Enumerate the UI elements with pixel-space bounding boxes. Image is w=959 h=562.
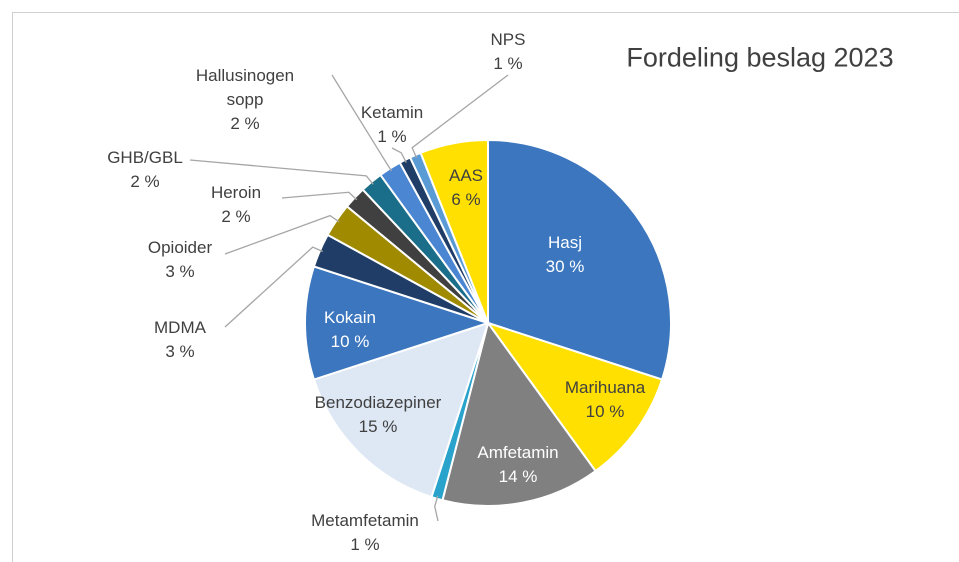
label-name: Hasj: [547, 233, 582, 252]
label-name: AAS: [448, 166, 484, 185]
pie-slice: [487, 138, 672, 381]
label-name: MDMA: [154, 318, 206, 337]
label-value: 10 %: [585, 402, 625, 421]
data-label: Opioider 3 %: [110, 236, 250, 284]
label-name: Benzodiazepiner: [314, 393, 442, 412]
data-label: Ketamin 1 %: [322, 101, 462, 149]
label-name: Marihuana: [564, 378, 646, 397]
label-value: 15 %: [358, 417, 398, 436]
label-name: Heroin: [210, 183, 262, 202]
label-value: 2 %: [221, 207, 251, 226]
label-value: 2 %: [230, 114, 260, 133]
label-value: 1 %: [377, 127, 407, 146]
label-value: 3 %: [165, 342, 195, 361]
label-value: 30 %: [545, 257, 585, 276]
data-label: Amfetamin 14 %: [448, 441, 588, 489]
data-label: GHB/GBL 2 %: [75, 146, 215, 194]
label-name: GHB/GBL: [107, 148, 183, 167]
leader-line: [189, 159, 374, 185]
pie-slice: [312, 321, 490, 499]
data-label: Benzodiazepiner 15 %: [308, 391, 448, 439]
leader-line: [411, 74, 509, 159]
label-value: 6 %: [451, 190, 481, 209]
label-value: 10 %: [330, 332, 370, 351]
data-label: MDMA 3 %: [110, 316, 250, 364]
label-name: Hallusinogen sopp: [195, 66, 295, 109]
label-name: Kokain: [324, 308, 376, 327]
data-label: Kokain 10 %: [280, 306, 420, 354]
data-label: Hallusinogen sopp 2 %: [190, 64, 300, 136]
label-value: 1 %: [493, 54, 523, 73]
data-label: Marihuana 10 %: [535, 376, 675, 424]
label-name: NPS: [490, 30, 526, 49]
label-value: 3 %: [165, 262, 195, 281]
pie-slice: [441, 320, 597, 507]
label-value: 2 %: [130, 172, 160, 191]
leader-line: [391, 147, 407, 163]
data-label: AAS 6 %: [396, 164, 536, 212]
label-value: 1 %: [350, 535, 380, 554]
leader-line: [224, 246, 324, 328]
label-name: Amfetamin: [477, 443, 559, 462]
data-label: Metamfetamin 1 %: [295, 509, 435, 557]
label-name: Opioider: [147, 238, 213, 257]
label-name: Ketamin: [360, 103, 424, 122]
data-label: Heroin 2 %: [166, 181, 306, 229]
chart-title: Fordeling beslag 2023: [626, 42, 894, 73]
pie-slice: [304, 265, 492, 381]
pie-slice: [485, 321, 664, 473]
leader-line: [331, 74, 393, 172]
label-name: Metamfetamin: [311, 511, 419, 530]
leader-line: [281, 191, 358, 201]
label-value: 14 %: [498, 467, 538, 486]
leader-line: [434, 495, 439, 522]
pie-slice: [419, 138, 489, 324]
data-label: NPS 1 %: [438, 28, 578, 76]
data-label: Hasj 30 %: [495, 231, 635, 279]
leader-line: [224, 214, 340, 255]
